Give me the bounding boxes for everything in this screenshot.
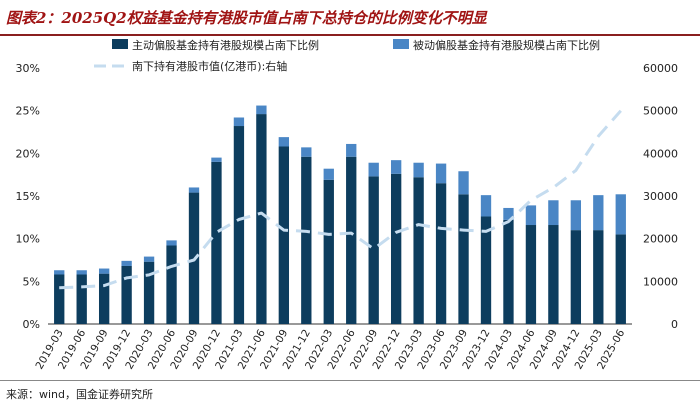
legend-label-line: 南下持有港股市值(亿港币):右轴 [132, 59, 287, 73]
bar-active [346, 156, 357, 324]
bar-passive [346, 143, 357, 157]
bar-passive [98, 268, 110, 274]
bar-active [368, 176, 379, 324]
bar-active [256, 114, 267, 324]
bar-active [390, 173, 402, 324]
bar-passive [548, 200, 559, 226]
bar-passive [503, 207, 514, 220]
y-tick-label: 0% [23, 318, 40, 331]
y2-tick-label: 40000 [643, 147, 678, 160]
bar-passive [121, 260, 132, 266]
bar-active [301, 156, 312, 324]
page-title: 图表2：2025Q2权益基金持有港股市值占南下总持仓的比例变化不明显 [6, 9, 487, 27]
bar-passive [458, 171, 469, 195]
title-bar: 图表2：2025Q2权益基金持有港股市值占南下总持仓的比例变化不明显 [0, 0, 700, 36]
bar-passive [615, 194, 626, 235]
bar-active [143, 261, 155, 324]
stacked-bar-line-chart: 0% 5% 10% 15% 20% 25% 30% 0 10000 20000 30000 40000… [16, 38, 678, 371]
bar-active [570, 230, 582, 324]
bar-passive [188, 187, 200, 193]
y-tick-label: 30% [16, 62, 40, 75]
legend-swatch-passive [393, 39, 409, 49]
bar-active [480, 216, 492, 324]
source-note: 来源：wind，国金证券研究所 [6, 388, 154, 401]
y2-tick-label: 30000 [643, 190, 678, 203]
bar-passive [593, 195, 604, 231]
y-tick-label: 10% [16, 233, 40, 246]
bar-passive [480, 195, 492, 217]
bar-active [54, 274, 65, 324]
y2-tick-label: 20000 [643, 233, 678, 246]
bar-active [435, 183, 447, 324]
bar-active [458, 194, 469, 324]
bar-passive [76, 270, 87, 275]
bar-active [503, 219, 514, 324]
bar-active [593, 230, 604, 324]
bar-active [166, 245, 177, 324]
bar-passive [256, 105, 267, 115]
bar-passive [301, 147, 312, 157]
y-tick-label: 5% [23, 275, 40, 288]
bar-passive [54, 270, 65, 275]
y-tick-label: 20% [16, 147, 40, 160]
legend-label-active: 主动偏股基金持有港股规模占南下比例 [132, 38, 319, 52]
y2-tick-label: 10000 [643, 275, 678, 288]
footer-divider [0, 380, 700, 381]
bar-active [323, 179, 334, 324]
bar-passive [525, 205, 537, 226]
bar-passive [570, 200, 582, 231]
y-tick-label: 25% [16, 105, 40, 118]
y2-tick-label: 0 [671, 318, 678, 331]
southbound-holdings-line [59, 109, 622, 290]
bar-active [413, 177, 424, 324]
bar-passive [368, 162, 379, 177]
bar-active [98, 273, 110, 324]
bar-passive [233, 117, 245, 127]
bar-passive [413, 162, 424, 178]
legend-swatch-active [112, 39, 128, 49]
y2-tick-label: 50000 [643, 105, 678, 118]
bar-passive [390, 160, 402, 174]
bar-active [525, 225, 537, 324]
bar-active [121, 265, 132, 324]
legend-label-passive: 被动偏股基金持有港股规模占南下比例 [413, 38, 600, 52]
y-tick-label: 15% [16, 190, 40, 203]
bar-passive [143, 256, 155, 262]
bar-active [278, 146, 290, 324]
bar-passive [435, 163, 447, 184]
bar-active [211, 161, 222, 324]
bar-active [76, 274, 87, 324]
bar-active [548, 225, 559, 324]
bar-passive [323, 168, 334, 180]
bar-passive [278, 137, 290, 147]
y2-tick-label: 60000 [643, 62, 678, 75]
bar-active [615, 234, 626, 324]
bar-passive [211, 157, 222, 162]
bar-active [233, 126, 245, 324]
bar-passive [166, 240, 177, 246]
